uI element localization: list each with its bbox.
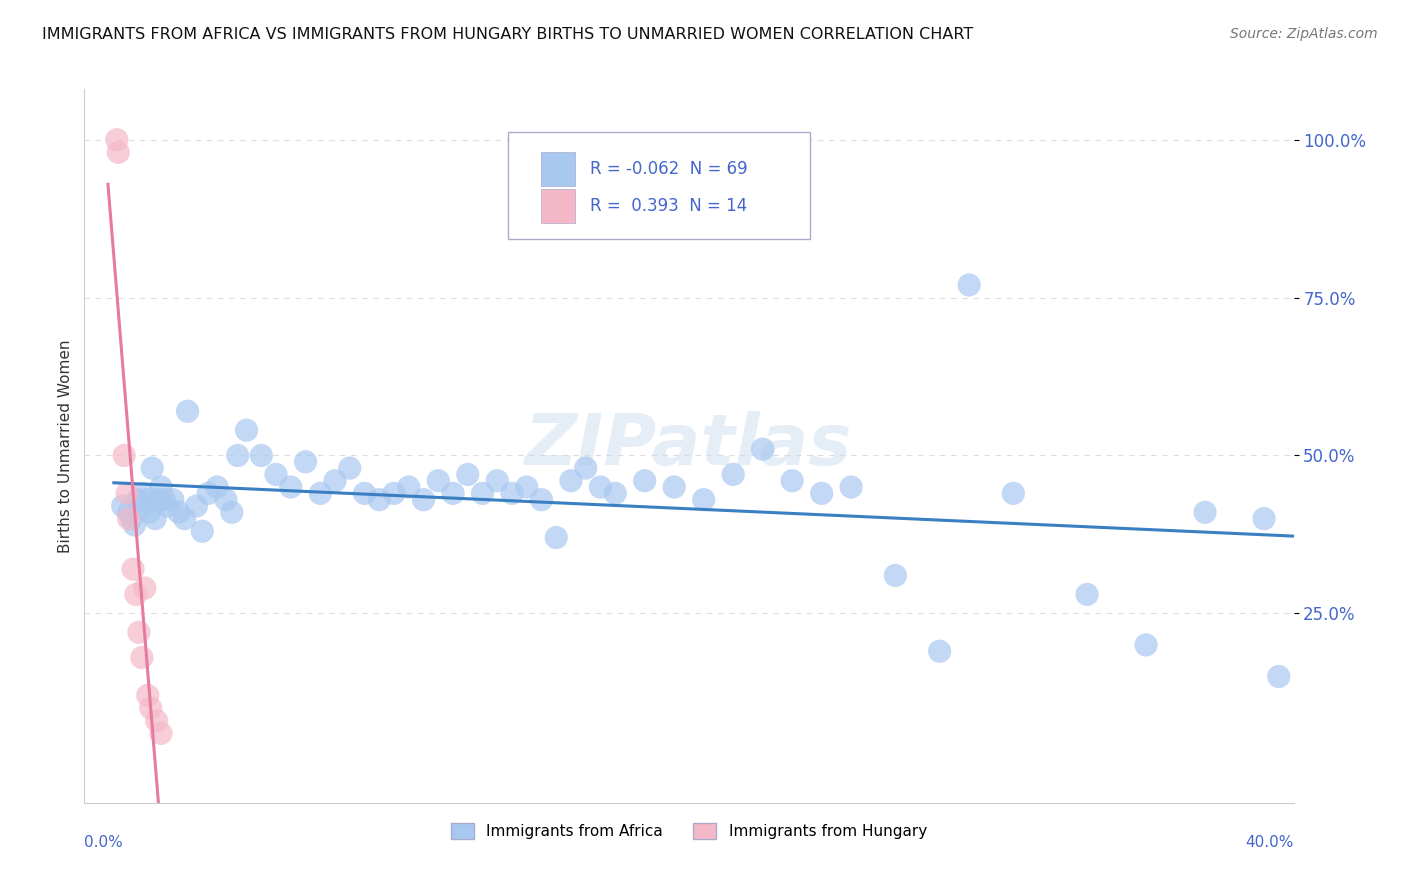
Point [145, 714, 167, 728]
Point [186, 499, 208, 513]
Point [721, 467, 744, 482]
Point [516, 480, 538, 494]
Point [264, 467, 287, 482]
Point [141, 461, 163, 475]
Point [1076, 587, 1098, 601]
Point [471, 486, 494, 500]
Point [134, 581, 156, 595]
Point [156, 499, 179, 513]
Point [117, 511, 139, 525]
Point [117, 505, 139, 519]
Point [143, 511, 166, 525]
Text: 0.0%: 0.0% [84, 835, 124, 850]
Point [115, 486, 138, 500]
Point [167, 505, 190, 519]
FancyBboxPatch shape [508, 132, 810, 239]
Point [839, 480, 862, 494]
Point [957, 277, 980, 292]
Point [235, 423, 257, 437]
Point [441, 486, 464, 500]
Point [605, 486, 627, 500]
Point [122, 562, 145, 576]
Point [1002, 486, 1025, 500]
Point [575, 461, 598, 475]
Point [1268, 669, 1291, 683]
Point [226, 449, 249, 463]
Point [150, 726, 173, 740]
Point [486, 474, 509, 488]
Point [215, 492, 238, 507]
Text: ZIPatlas: ZIPatlas [526, 411, 852, 481]
Point [112, 449, 135, 463]
Point [132, 486, 155, 500]
Point [250, 449, 273, 463]
Point [125, 587, 148, 601]
Point [1253, 511, 1275, 525]
Point [136, 689, 159, 703]
Point [1194, 505, 1216, 519]
Legend: Immigrants from Africa, Immigrants from Hungary: Immigrants from Africa, Immigrants from … [444, 817, 934, 845]
Point [280, 480, 302, 494]
Point [884, 568, 907, 582]
Point [1135, 638, 1157, 652]
Point [107, 145, 129, 160]
Point [128, 625, 150, 640]
Point [501, 486, 523, 500]
Point [205, 480, 228, 494]
Point [129, 499, 152, 513]
Point [150, 480, 173, 494]
Point [294, 455, 316, 469]
Point [664, 480, 686, 494]
Point [191, 524, 214, 539]
Point [339, 461, 361, 475]
Point [173, 511, 195, 525]
Bar [541, 152, 575, 186]
Text: IMMIGRANTS FROM AFRICA VS IMMIGRANTS FROM HUNGARY BIRTHS TO UNMARRIED WOMEN CORR: IMMIGRANTS FROM AFRICA VS IMMIGRANTS FRO… [42, 27, 973, 42]
Point [105, 133, 128, 147]
Point [780, 474, 803, 488]
Point [127, 492, 149, 507]
Point [382, 486, 405, 500]
Point [323, 474, 346, 488]
Text: R = -0.062  N = 69: R = -0.062 N = 69 [589, 160, 748, 178]
Point [153, 492, 176, 507]
Point [546, 531, 568, 545]
Point [176, 404, 198, 418]
Point [197, 486, 219, 500]
Text: R =  0.393  N = 14: R = 0.393 N = 14 [589, 197, 747, 215]
Point [121, 511, 143, 525]
Point [412, 492, 434, 507]
Text: 40.0%: 40.0% [1246, 835, 1294, 850]
Y-axis label: Births to Unmarried Women: Births to Unmarried Women [58, 339, 73, 553]
Point [457, 467, 479, 482]
Point [398, 480, 420, 494]
Point [131, 650, 153, 665]
Text: Source: ZipAtlas.com: Source: ZipAtlas.com [1230, 27, 1378, 41]
Point [146, 492, 169, 507]
Point [162, 492, 184, 507]
Point [111, 499, 134, 513]
Point [139, 701, 162, 715]
Point [530, 492, 553, 507]
Point [634, 474, 657, 488]
Bar [541, 189, 575, 223]
Point [810, 486, 832, 500]
Point [353, 486, 375, 500]
Point [309, 486, 332, 500]
Point [589, 480, 612, 494]
Point [221, 505, 243, 519]
Point [560, 474, 582, 488]
Point [928, 644, 950, 658]
Point [138, 505, 160, 519]
Point [692, 492, 714, 507]
Point [427, 474, 450, 488]
Point [135, 492, 157, 507]
Point [368, 492, 391, 507]
Point [751, 442, 773, 457]
Point [124, 517, 146, 532]
